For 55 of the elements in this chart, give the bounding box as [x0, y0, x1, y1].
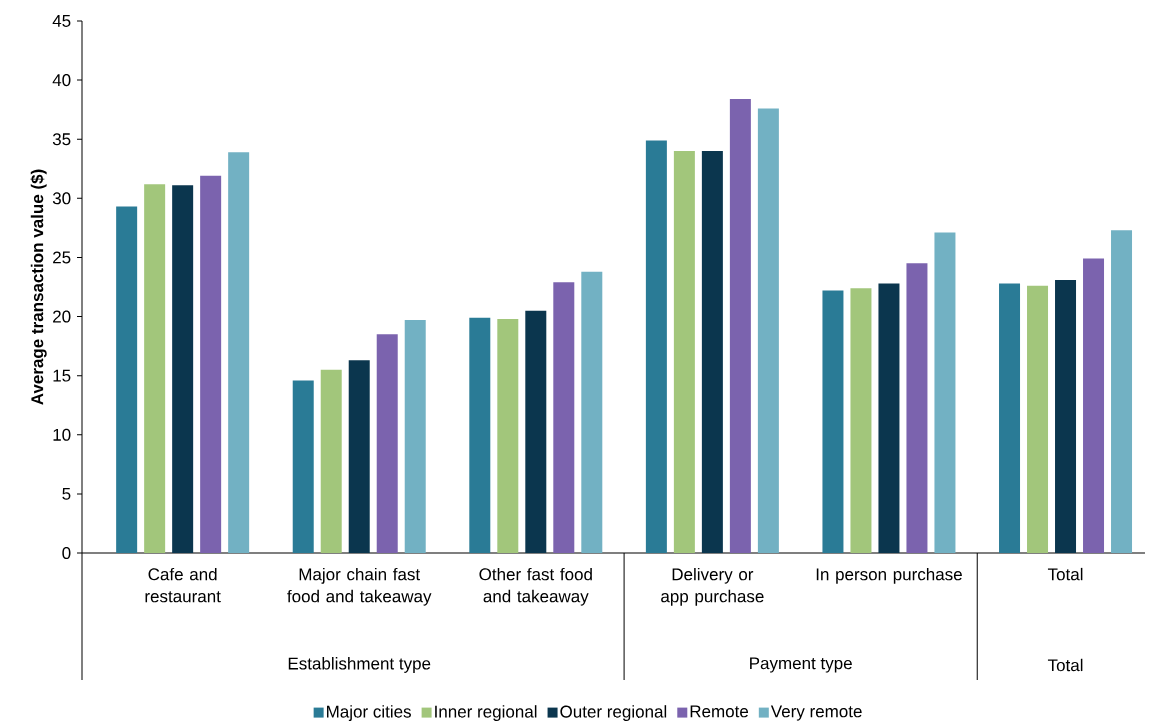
y-tick-label: 15	[53, 369, 71, 382]
x-tick-label: Delivery or app purchase	[661, 567, 764, 606]
bar	[525, 310, 547, 553]
x-tick-label: Total	[1047, 567, 1083, 581]
bar	[906, 263, 928, 553]
x-tick-label: Other fast food and takeaway	[479, 567, 592, 606]
bar	[116, 206, 138, 553]
x-tick-label: In person purchase	[816, 567, 962, 584]
bar	[757, 108, 779, 553]
y-tick-label: 25	[53, 251, 71, 264]
y-tick-label: 5	[62, 487, 71, 500]
bar	[673, 151, 695, 553]
bar	[404, 320, 426, 553]
y-tick-label: 40	[52, 74, 71, 87]
x-tick-label: Cafe and restaurant	[145, 567, 221, 603]
bar	[228, 152, 250, 553]
bar	[645, 140, 667, 553]
bar	[822, 290, 844, 553]
bar	[320, 369, 342, 553]
text: Payment type	[750, 657, 852, 673]
bar	[729, 99, 751, 553]
bar	[376, 334, 398, 553]
bar	[934, 232, 956, 553]
bar	[999, 283, 1021, 553]
bar	[850, 288, 872, 553]
y-tick-label: 20	[53, 310, 71, 323]
text: Establishment type	[288, 657, 431, 673]
y-tick-label: 30	[52, 192, 71, 205]
bar	[348, 360, 370, 553]
bar	[144, 184, 166, 553]
bar	[292, 380, 314, 553]
y-tick-label: 35	[52, 133, 71, 146]
x-tick-label: Major chain fast food and takeaway	[287, 567, 432, 606]
text: Total	[1047, 658, 1083, 672]
bar	[497, 318, 519, 553]
y-tick-label: 0	[62, 546, 71, 560]
bar	[1055, 279, 1077, 553]
legend-label: Major cities	[327, 705, 411, 722]
legend-label: Remote	[690, 705, 749, 718]
bar	[1027, 285, 1049, 553]
y-tick-label: 10	[53, 428, 71, 441]
bar	[1083, 258, 1105, 553]
bar	[469, 317, 491, 553]
bar	[878, 283, 900, 553]
legend-label: Inner regional	[435, 705, 537, 722]
bar	[701, 151, 723, 553]
bar	[200, 175, 222, 553]
bar	[172, 185, 194, 553]
y-tick-label: 45	[52, 15, 71, 27]
bar	[1111, 230, 1133, 553]
legend-label: Outer regional	[560, 705, 667, 722]
bar	[581, 271, 603, 553]
bar	[553, 282, 575, 553]
legend-label: Very remote	[770, 705, 862, 721]
y-axis-title: Average transaction value ($)	[30, 169, 47, 405]
